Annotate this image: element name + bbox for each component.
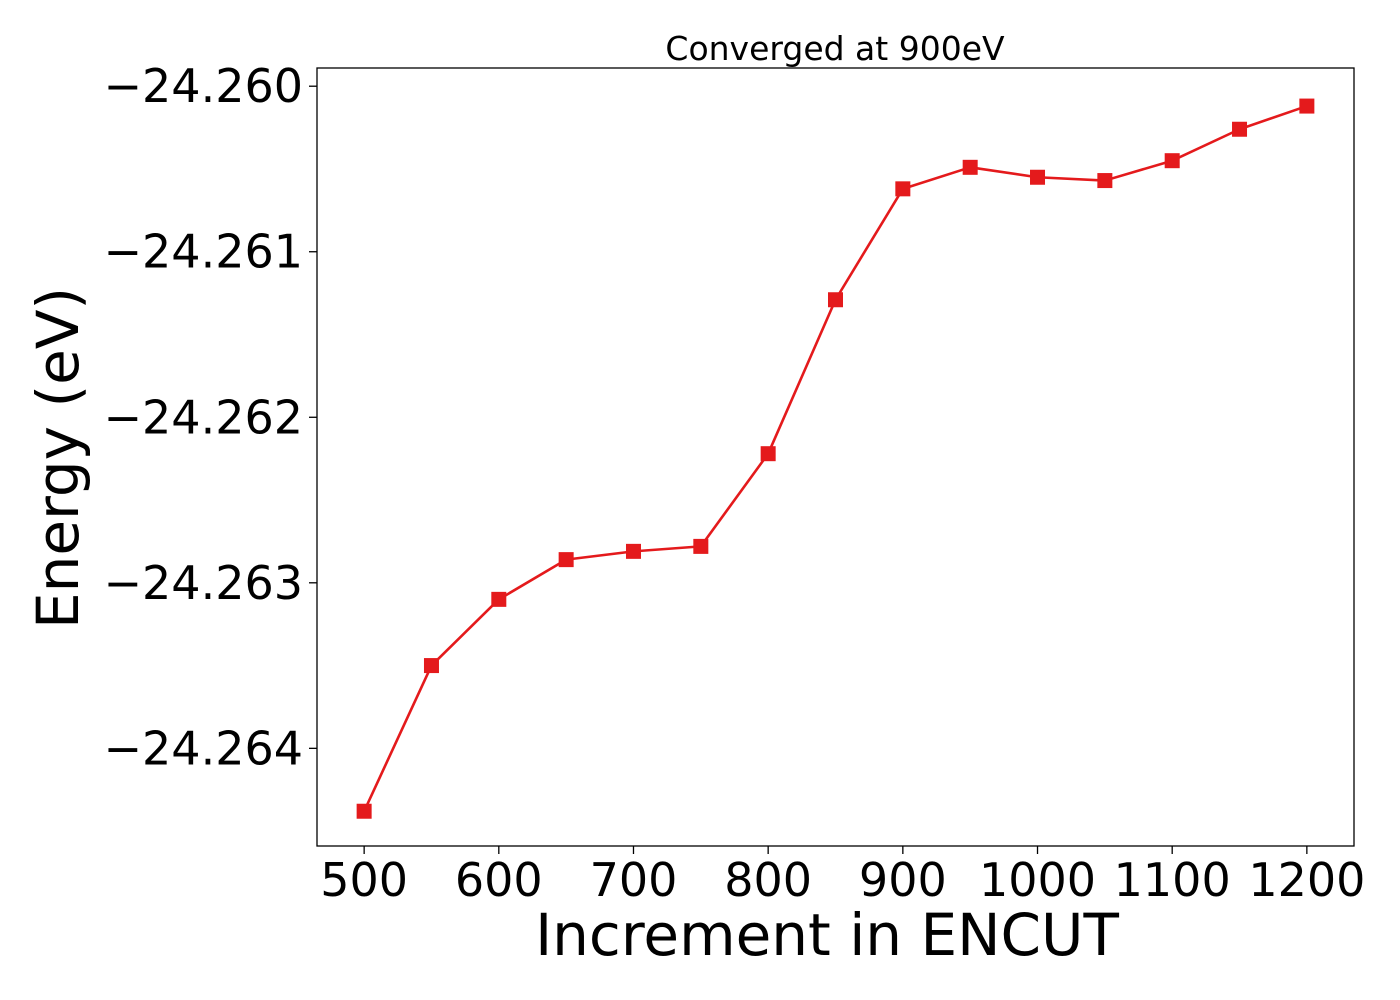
data-point-marker xyxy=(558,552,574,568)
data-point-marker xyxy=(356,803,372,819)
data-point-marker xyxy=(760,446,776,462)
x-axis-label: Increment in ENCUT xyxy=(535,901,1119,969)
data-point-marker xyxy=(1164,153,1180,169)
y-tick-label: −24.261 xyxy=(104,225,304,279)
y-tick-label: −24.264 xyxy=(104,721,304,775)
y-tick-label: −24.260 xyxy=(104,59,304,113)
y-axis-label: Energy (eV) xyxy=(24,287,92,629)
data-point-marker xyxy=(625,543,641,559)
plot-area xyxy=(356,98,1315,819)
data-point-marker xyxy=(1097,173,1113,189)
data-point-marker xyxy=(1299,98,1315,114)
x-tick-label: 1200 xyxy=(1248,853,1365,907)
x-tick-label: 900 xyxy=(859,853,947,907)
y-tick-label: −24.262 xyxy=(104,390,304,444)
axes-frame xyxy=(316,67,1355,847)
y-axis-ticks: −24.264 −24.263 −24.262 −24.261 −24.260 xyxy=(104,59,317,775)
data-point-marker xyxy=(962,159,978,175)
data-point-marker xyxy=(693,538,709,554)
series-layer xyxy=(356,98,1315,819)
data-point-marker xyxy=(1030,169,1046,185)
x-tick-label: 700 xyxy=(590,853,678,907)
data-point-marker xyxy=(423,658,439,674)
data-point-marker xyxy=(895,181,911,197)
data-point-marker xyxy=(1232,121,1248,137)
y-tick-label: −24.263 xyxy=(104,556,304,610)
data-point-marker xyxy=(491,591,507,607)
x-tick-label: 800 xyxy=(724,853,812,907)
x-axis-ticks: 500 600 700 800 900 1000 1100 1200 xyxy=(320,846,1365,907)
chart-title: Converged at 900eV xyxy=(665,29,1005,68)
x-tick-label: 500 xyxy=(320,853,408,907)
data-point-marker xyxy=(828,292,843,308)
x-tick-label: 1100 xyxy=(1114,853,1231,907)
x-tick-label: 600 xyxy=(455,853,543,907)
x-tick-label: 1000 xyxy=(979,853,1096,907)
